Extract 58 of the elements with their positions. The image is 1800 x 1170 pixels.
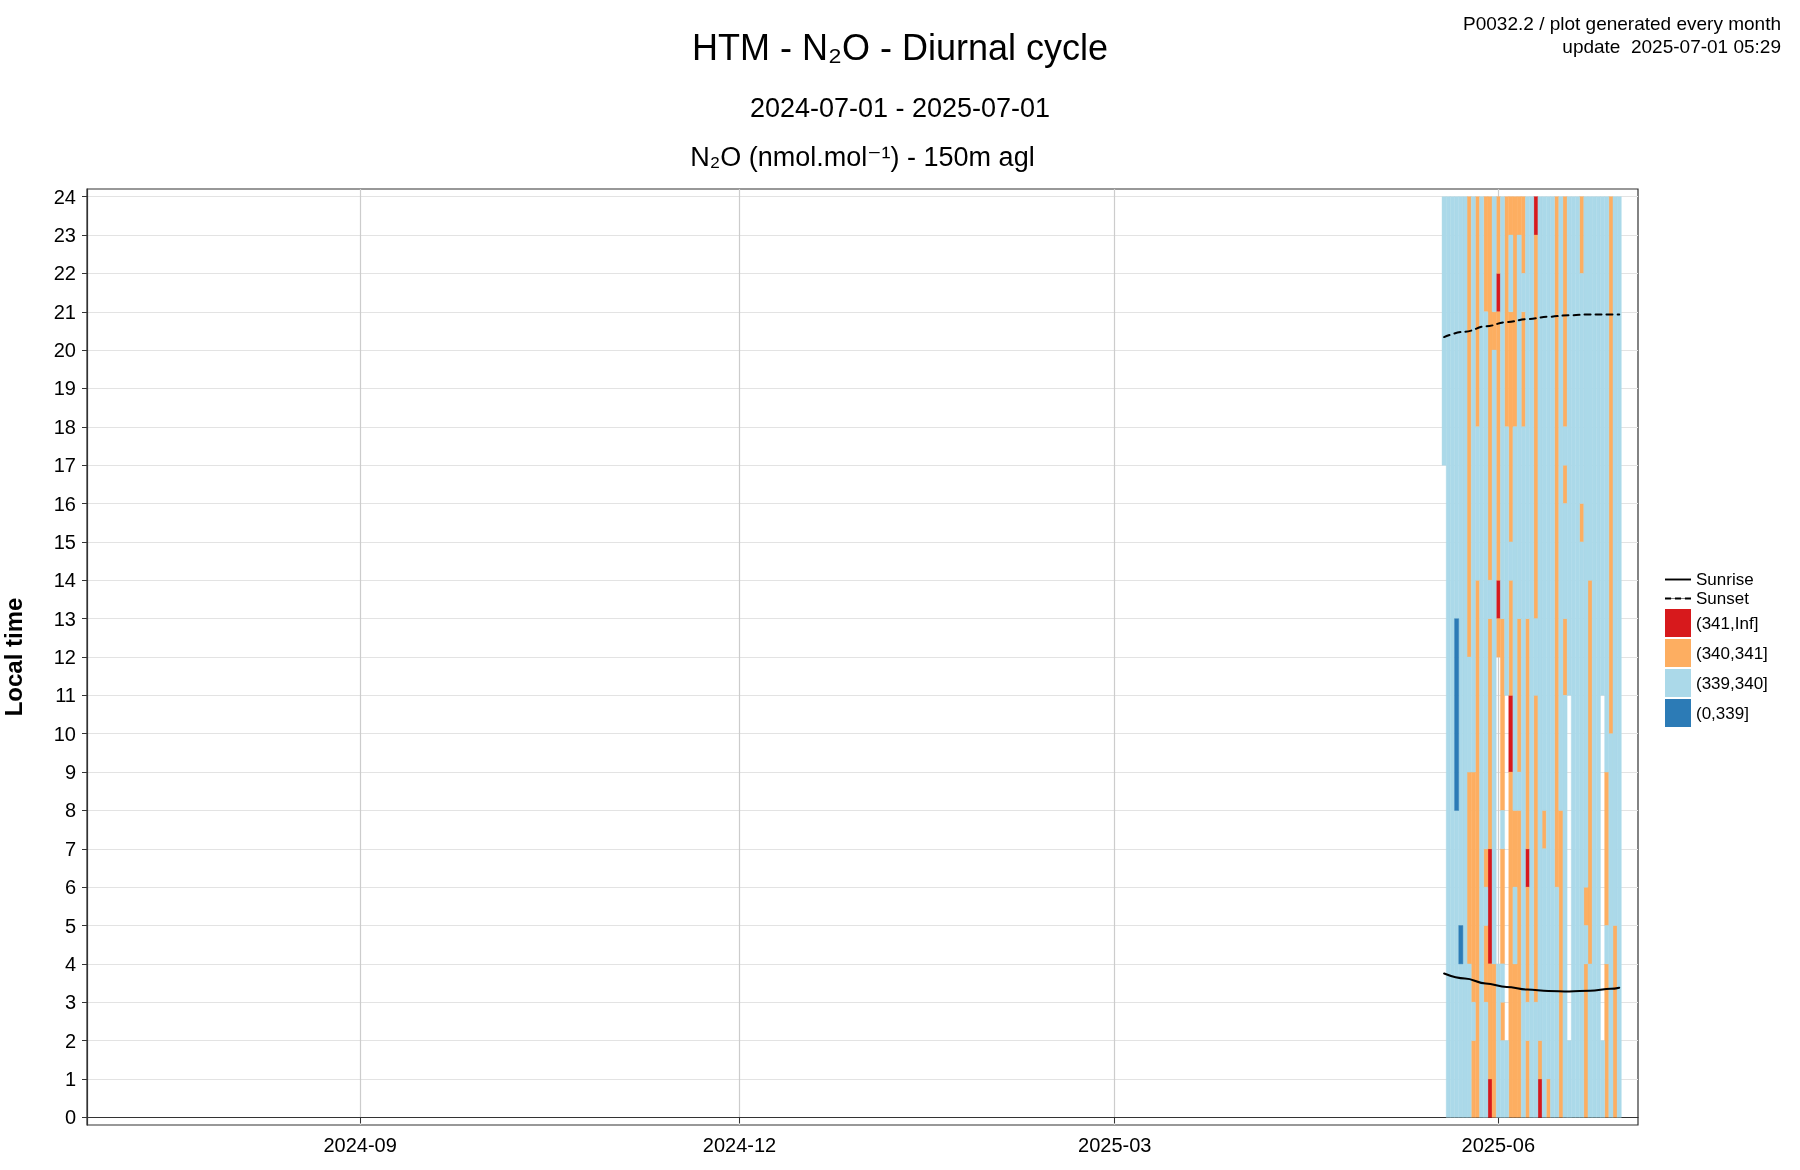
bar [1491, 963, 1497, 1118]
bar [1500, 810, 1505, 849]
x-tick-label: 2024-09 [323, 1134, 397, 1156]
y-tick-label: 21 [53, 300, 76, 323]
bar [1508, 234, 1514, 312]
bar [1491, 196, 1497, 312]
y-tick-label: 9 [64, 761, 76, 784]
legend-label: (341,Inf] [1696, 613, 1759, 633]
x-tick-label: 2025-03 [1078, 1134, 1152, 1156]
chart-subtitle: 2024-07-01 - 2025-07-01 [749, 92, 1051, 123]
bar [1458, 925, 1464, 965]
y-tick-label: 24 [53, 185, 76, 208]
legend-label: Sunrise [1696, 570, 1754, 589]
text: P0032.2 / plot generated every month [1463, 13, 1781, 34]
y-tick-label: 3 [64, 991, 76, 1014]
y-tick-label: 22 [53, 262, 76, 285]
x-tick-label: 2024-12 [702, 1134, 777, 1156]
y-tick-label: 14 [53, 569, 76, 592]
legend-label: Sunset [1696, 589, 1750, 608]
text: update 2025-07-01 05:29 [1562, 36, 1781, 57]
bar [1454, 618, 1459, 811]
y-tick-label: 11 [55, 684, 76, 707]
line-series [1443, 313, 1621, 339]
bar [1500, 848, 1505, 965]
y-tick-label: 4 [64, 952, 76, 975]
y-tick-label: 10 [53, 722, 76, 745]
y-tick-label: 5 [64, 914, 76, 937]
text: N₂O (nmol.mol⁻¹) - 150m agl [690, 141, 1035, 172]
bar [1550, 196, 1555, 1118]
y-tick-label: 18 [53, 415, 76, 438]
bar [1591, 196, 1597, 1118]
y-tick-label: 12 [53, 646, 76, 668]
y-tick-label: 0 [64, 1106, 76, 1129]
y-tick-label: 1 [64, 1067, 76, 1090]
bar [1504, 1040, 1509, 1118]
x-tick-label: 2025-06 [1461, 1134, 1536, 1156]
y-tick-label: 19 [53, 377, 76, 400]
bar [1483, 848, 1489, 888]
y-axis-title: Local time [0, 597, 27, 717]
legend-label: (0,339] [1696, 703, 1749, 723]
y-tick-label: 16 [53, 492, 76, 515]
y-tick-label: 6 [64, 876, 76, 899]
chart-title: HTM - N₂O - Diurnal cycle [691, 26, 1109, 68]
bar [1500, 618, 1505, 811]
y-tick-label: 20 [53, 339, 76, 362]
y-tick-label: 13 [53, 607, 76, 630]
y-tick-label: 17 [53, 454, 76, 477]
bar [1616, 196, 1622, 1118]
legend-label: (339,340] [1696, 673, 1768, 693]
bar [1512, 886, 1518, 965]
y-tick-label: 2 [64, 1029, 76, 1052]
y-tick-label: 23 [53, 224, 76, 247]
legend-label: (340,341] [1696, 643, 1768, 663]
y-tick-label: 7 [64, 837, 76, 860]
bar [1575, 196, 1580, 1118]
y-tick-label: 15 [53, 530, 76, 553]
y-tick-label: 8 [64, 799, 76, 822]
line-series [1443, 972, 1621, 993]
